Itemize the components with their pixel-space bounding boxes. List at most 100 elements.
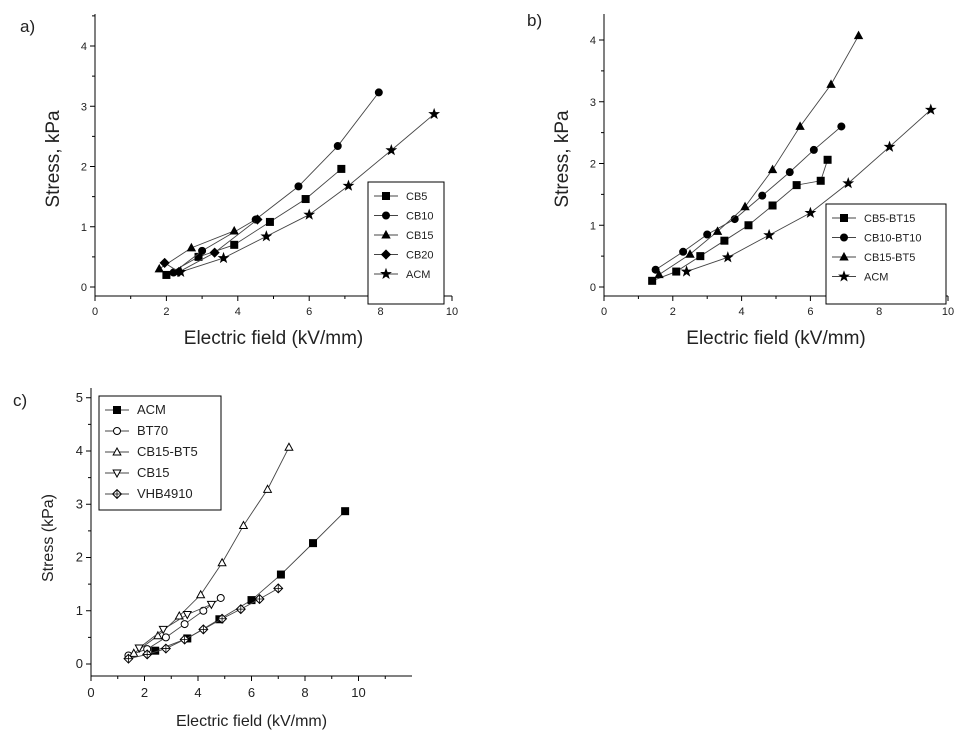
- data-point: [744, 221, 753, 230]
- y-tick-label: 4: [590, 35, 596, 47]
- y-tick-label: 3: [76, 496, 83, 511]
- data-point: [341, 507, 350, 516]
- panel-label: a): [20, 17, 35, 36]
- data-point: [816, 176, 825, 185]
- legend-label: CB15: [406, 230, 434, 242]
- legend-box: [367, 181, 445, 305]
- data-point: [294, 182, 303, 191]
- chart-panel-1: a) 0 1 2 3 4 0 2 4 6 8 10 Electric field (kV/mm) Stre…: [20, 14, 458, 349]
- data-point: [182, 611, 192, 620]
- y-axis-title: Stress (kPa): [40, 494, 57, 582]
- data-point: [883, 140, 896, 152]
- chart-panel-2: b) 0 1 2 3 4 0 2 4 6 8 10 Electric field (kV/mm) Stre…: [527, 11, 954, 349]
- legend-marker: [112, 446, 122, 456]
- data-point: [159, 257, 170, 268]
- legend-marker: [381, 229, 391, 239]
- data-point: [428, 107, 441, 120]
- data-point: [209, 247, 220, 258]
- legend-label: CB10: [406, 211, 434, 223]
- y-tick-label: 4: [76, 443, 83, 458]
- legend-label: ACM: [137, 402, 166, 417]
- x-tick-label: 6: [807, 306, 813, 318]
- legend-label: CB20: [406, 250, 434, 262]
- data-point: [180, 620, 189, 629]
- x-tick-label: 2: [163, 306, 169, 318]
- y-tick-label: 4: [81, 41, 87, 53]
- legend-label: CB15-BT5: [137, 444, 198, 459]
- data-point: [758, 191, 767, 200]
- y-tick-label: 1: [81, 222, 87, 234]
- data-point: [853, 30, 864, 40]
- data-point: [284, 442, 294, 451]
- data-point: [767, 164, 778, 174]
- data-point: [837, 122, 846, 131]
- legend-label: VHB4910: [137, 486, 193, 501]
- data-point: [374, 88, 383, 97]
- data-point: [217, 251, 230, 264]
- data-point: [720, 236, 729, 245]
- data-point: [823, 155, 832, 164]
- y-tick-label: 2: [590, 159, 596, 171]
- data-point: [252, 214, 263, 225]
- data-point: [174, 265, 187, 277]
- data-point-cross: [255, 594, 264, 604]
- series-CB10-BT10: [651, 122, 846, 274]
- series-line: [658, 35, 859, 276]
- data-point-cross: [198, 625, 208, 634]
- legend-label: ACM: [406, 269, 430, 281]
- data-point: [712, 226, 723, 235]
- chart-panel-3: c) 0 1 2 3 4 5 0 2 4 6 8 10 Electric field (kV/mm) Str…: [13, 388, 412, 730]
- series-CB15-BT5: [129, 442, 294, 657]
- y-tick-label: 2: [81, 162, 87, 174]
- x-tick-label: 10: [942, 306, 954, 318]
- data-point: [809, 145, 818, 154]
- x-tick-label: 4: [739, 306, 745, 318]
- data-point: [924, 103, 937, 115]
- y-axis-title: Stress, kPa: [552, 110, 573, 208]
- legend-marker: [840, 233, 848, 242]
- data-point: [309, 539, 318, 548]
- data-point: [162, 270, 171, 279]
- legend-label: BT70: [137, 423, 168, 438]
- legend-marker: [382, 211, 390, 220]
- legend-marker: [840, 214, 848, 222]
- data-point: [654, 269, 664, 279]
- data-point: [679, 247, 688, 256]
- data-point: [238, 520, 249, 530]
- data-point: [672, 267, 681, 276]
- data-point: [158, 625, 168, 635]
- data-point-cross: [142, 650, 152, 659]
- legend-label: ACM: [864, 272, 888, 284]
- legend-marker: [838, 270, 850, 282]
- legend-label: CB5: [406, 191, 427, 203]
- data-point: [703, 230, 712, 239]
- data-point: [804, 206, 817, 218]
- series-line: [655, 126, 842, 271]
- data-point: [785, 168, 794, 177]
- x-axis-title: Electric field (kV/mm): [176, 713, 327, 730]
- data-point: [129, 648, 139, 657]
- data-point: [262, 484, 273, 493]
- data-point: [276, 570, 285, 579]
- data-point: [217, 557, 227, 567]
- data-point: [768, 201, 777, 210]
- y-tick-label: 0: [76, 656, 83, 671]
- y-tick-label: 1: [590, 220, 596, 232]
- x-axis-title: Electric field (kV/mm): [184, 328, 363, 349]
- legend-marker: [380, 249, 392, 260]
- data-point: [161, 633, 170, 642]
- data-point: [337, 164, 346, 173]
- y-tick-label: 3: [81, 101, 87, 113]
- data-point: [385, 144, 398, 156]
- data-point: [763, 228, 776, 241]
- series-CB5-BT15: [648, 155, 832, 285]
- legend-marker: [382, 192, 390, 200]
- data-point: [696, 252, 705, 261]
- data-point: [730, 215, 739, 224]
- legend: CB5 CB10 CB15 CB20 ACM: [367, 181, 445, 305]
- data-point: [134, 644, 144, 654]
- x-tick-label: 0: [601, 306, 607, 318]
- legend-label: CB15-BT5: [864, 252, 915, 264]
- y-tick-label: 2: [76, 550, 83, 565]
- data-point: [303, 208, 316, 220]
